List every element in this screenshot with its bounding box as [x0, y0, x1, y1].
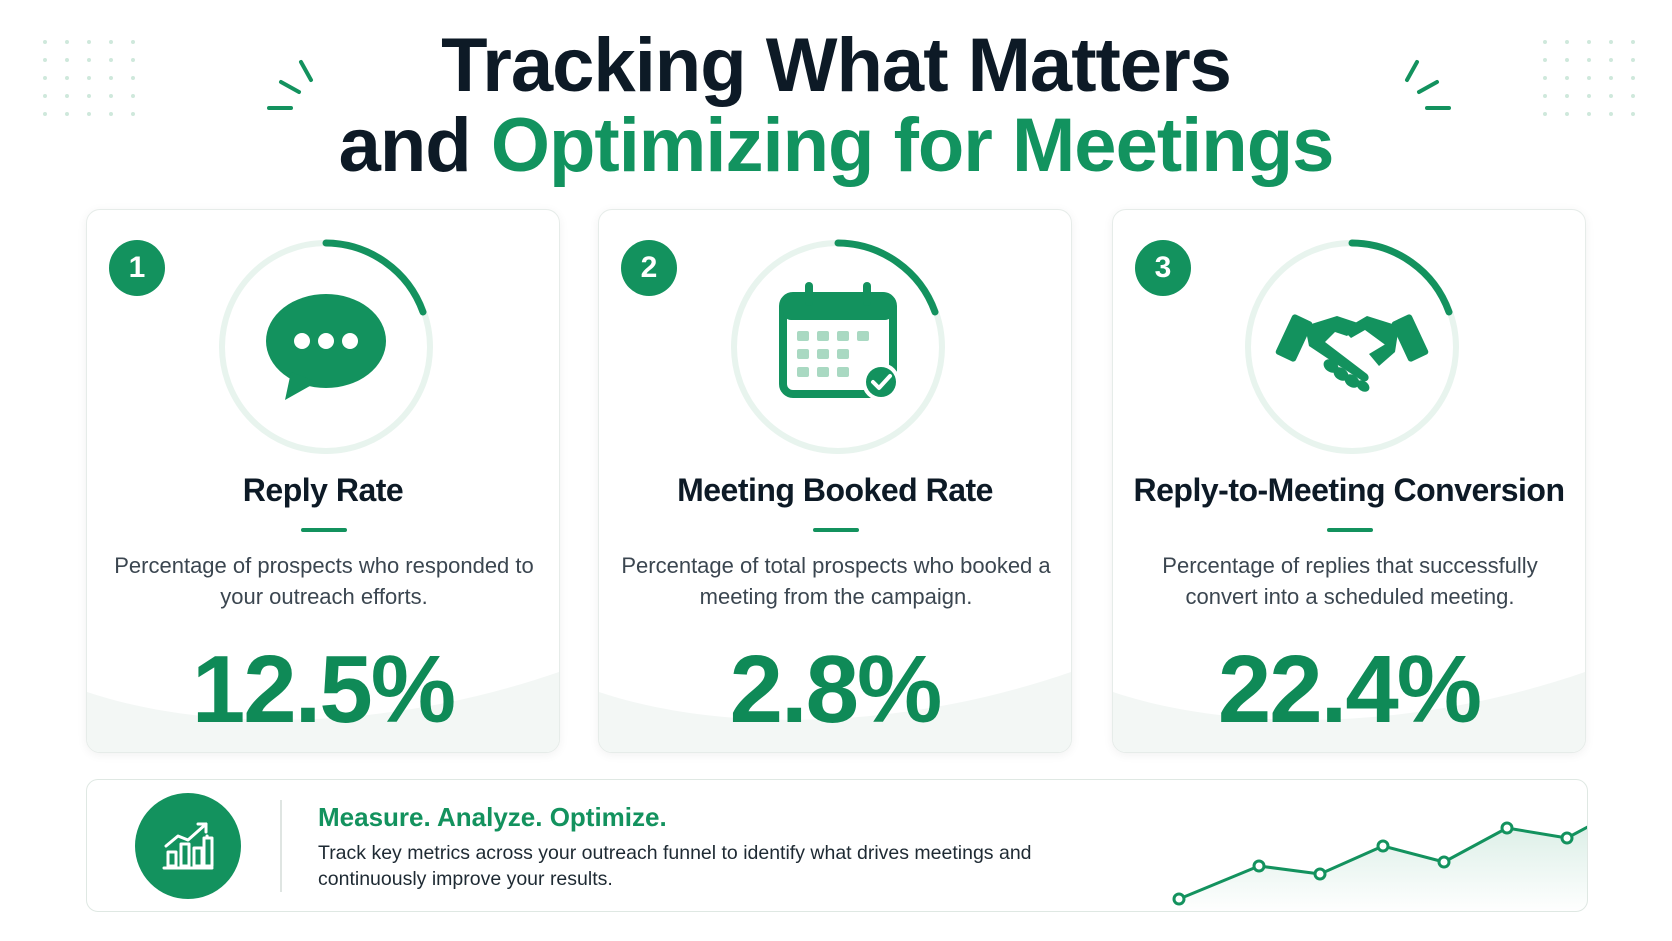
metric-card-reply-to-meeting-conversion: 3 Reply-to-Meeting Conversion Percentage… [1112, 209, 1586, 753]
subtitle-prefix: and [338, 103, 472, 188]
card-wave-decoration [87, 672, 559, 752]
metric-card-meeting-booked-rate: 2 Meeting Booked Rate Percentage of tota… [598, 209, 1072, 753]
decorative-dots-right [1543, 40, 1637, 116]
page-title: Tracking What Matters [441, 23, 1232, 108]
metric-value: 12.5% [191, 636, 456, 743]
title-underline [301, 528, 347, 532]
metric-description: Percentage of total prospects who booked… [621, 553, 1051, 609]
step-badge: 3 [1135, 240, 1191, 296]
banner-divider [280, 800, 282, 892]
sparkle-left-icon [267, 60, 313, 110]
step-badge: 1 [109, 240, 165, 296]
metric-value: 2.8% [729, 636, 943, 743]
metric-description: Percentage of prospects who responded to… [114, 553, 534, 609]
subtitle-highlight: Optimizing for Meetings [490, 103, 1335, 188]
metric-title: Reply-to-Meeting Conversion [1133, 472, 1565, 508]
trend-line-decoration [1172, 821, 1587, 911]
summary-banner: Measure. Analyze. Optimize. Track key me… [86, 779, 1588, 912]
calendar-check-icon [731, 239, 945, 454]
step-badge: 2 [621, 240, 677, 296]
banner-text: Track key metrics across your outreach f… [318, 842, 1032, 890]
metric-title: Reply Rate [242, 472, 404, 508]
metric-value: 22.4% [1217, 636, 1482, 743]
title-underline [1327, 528, 1373, 532]
growth-chart-icon [135, 793, 241, 899]
page-subtitle: and Optimizing for Meetings [0, 104, 1672, 188]
banner-heading: Measure. Analyze. Optimize. [318, 802, 667, 832]
handshake-icon [1245, 239, 1459, 454]
metric-title: Meeting Booked Rate [677, 472, 993, 508]
card-wave-decoration [1113, 672, 1585, 752]
sparkle-right-icon [1405, 60, 1451, 110]
decorative-dots-left [43, 40, 137, 116]
chat-bubble-icon [219, 239, 433, 454]
title-underline [813, 528, 859, 532]
metric-card-reply-rate: 1 Reply Rate Percentage of prospects who… [86, 209, 560, 753]
card-wave-decoration [599, 672, 1071, 752]
metric-description: Percentage of replies that successfully … [1162, 553, 1538, 609]
